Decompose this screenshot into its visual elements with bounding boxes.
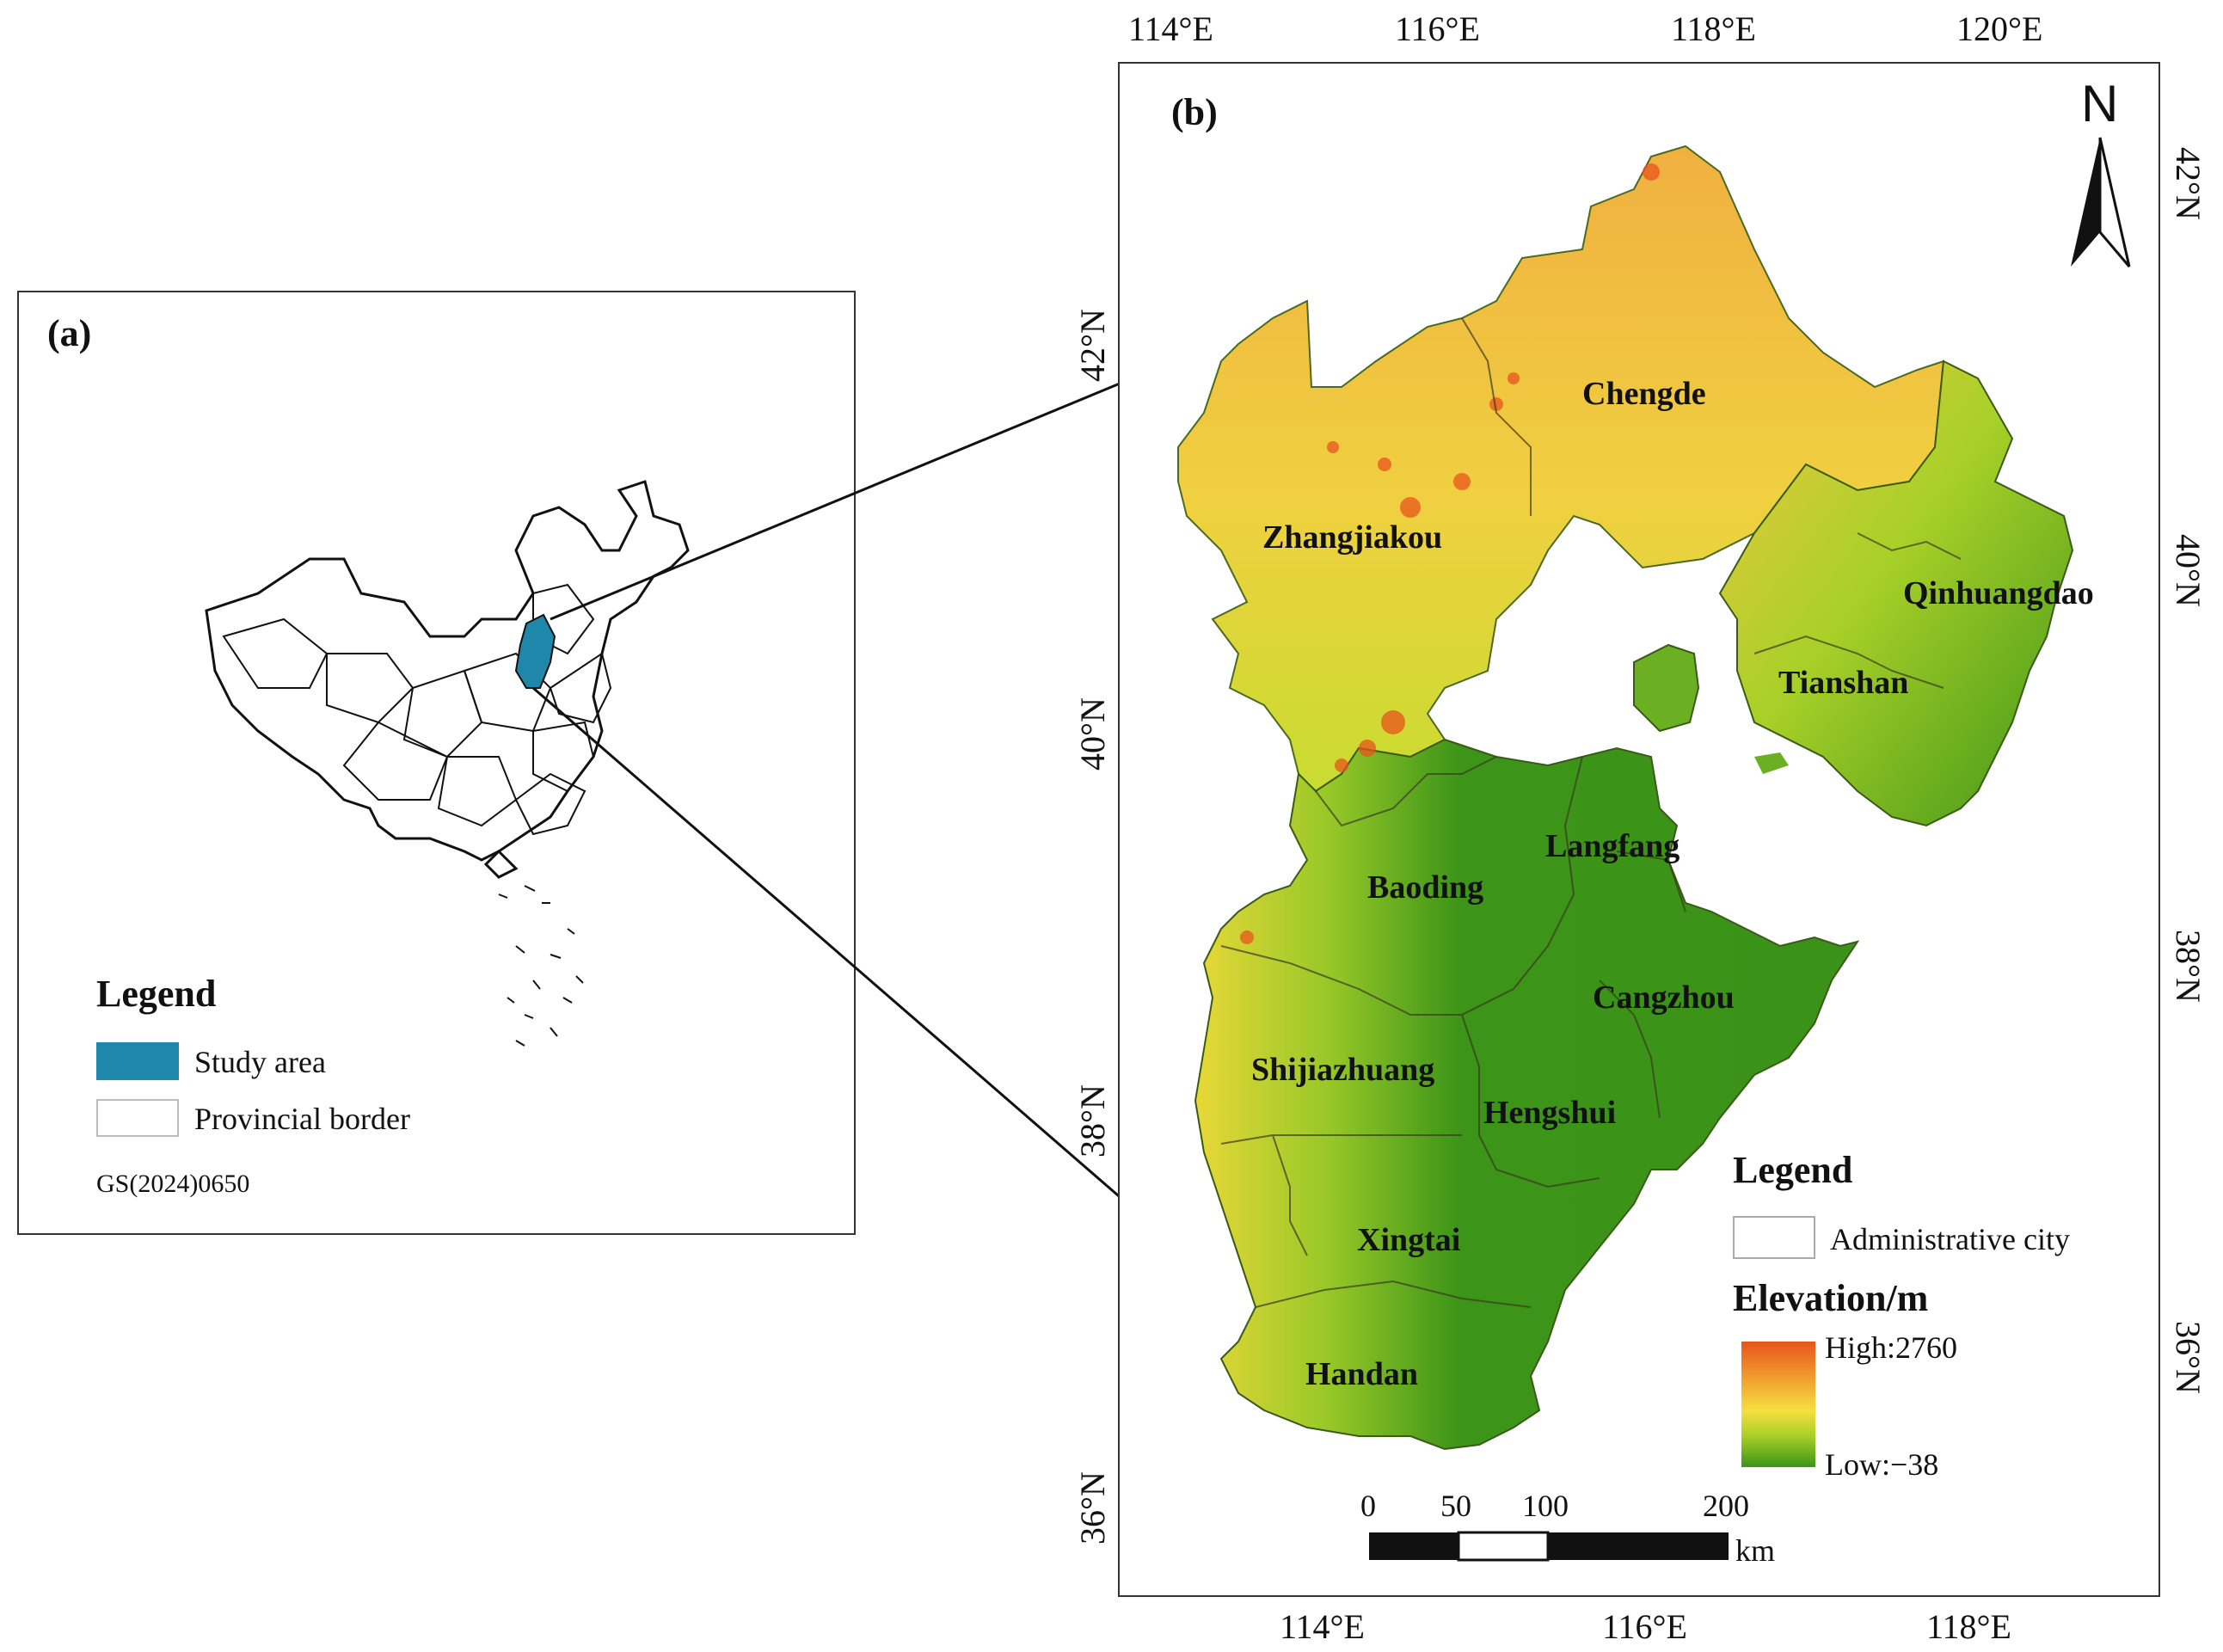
- top-tick-116: 116°E: [1395, 9, 1480, 48]
- panel-b-legend-title: Legend: [1733, 1149, 1853, 1191]
- city-label-tianshan: Tianshan: [1778, 665, 1909, 701]
- right-tick-38: 38°N: [2168, 930, 2208, 1003]
- scale-unit: km: [1735, 1533, 1776, 1568]
- map-review-code: GS(2024)0650: [96, 1170, 250, 1198]
- scale-tick-200: 200: [1703, 1489, 1749, 1523]
- top-tick-118: 118°E: [1671, 9, 1756, 48]
- north-arrow-label: N: [2081, 75, 2119, 132]
- right-tick-42: 42°N: [2168, 147, 2208, 220]
- right-tick-40: 40°N: [2168, 534, 2208, 607]
- left-tick-40: 40°N: [1072, 697, 1112, 771]
- city-label-zhangjiakou: Zhangjiakou: [1262, 519, 1443, 556]
- city-label-baoding: Baoding: [1367, 869, 1484, 906]
- study-area-swatch: [96, 1042, 179, 1080]
- top-tick-120: 120°E: [1956, 9, 2043, 48]
- admin-city-label: Administrative city: [1830, 1222, 2070, 1256]
- scale-tick-50: 50: [1440, 1489, 1471, 1523]
- bottom-tick-116: 116°E: [1602, 1607, 1687, 1646]
- city-label-chengde: Chengde: [1582, 376, 1706, 412]
- study-area-label: Study area: [194, 1045, 326, 1079]
- left-tick-36: 36°N: [1072, 1471, 1112, 1545]
- right-tick-36: 36°N: [2168, 1321, 2208, 1394]
- bottom-tick-118: 118°E: [1926, 1607, 2011, 1646]
- city-label-qinhuangdao: Qinhuangdao: [1903, 575, 2094, 611]
- panel-a-legend-title: Legend: [96, 973, 217, 1015]
- panel-a-frame: [17, 291, 856, 1235]
- elevation-legend-title: Elevation/m: [1733, 1277, 1929, 1319]
- city-label-handan: Handan: [1305, 1356, 1418, 1392]
- elevation-low-label: Low:−38: [1825, 1447, 1939, 1482]
- city-label-shijiazhuang: Shijiazhuang: [1251, 1052, 1435, 1088]
- city-label-cangzhou: Cangzhou: [1593, 980, 1735, 1016]
- provincial-border-swatch: [96, 1099, 179, 1137]
- elevation-high-label: High:2760: [1825, 1330, 1958, 1365]
- panel-a-label: (a): [47, 312, 92, 354]
- provincial-border-label: Provincial border: [194, 1102, 410, 1136]
- admin-city-swatch: [1733, 1216, 1815, 1259]
- panel-b-label: (b): [1171, 91, 1218, 133]
- city-label-langfang: Langfang: [1545, 828, 1680, 864]
- scale-tick-100: 100: [1522, 1489, 1569, 1523]
- city-label-xingtai: Xingtai: [1357, 1222, 1461, 1258]
- top-tick-114: 114°E: [1128, 9, 1213, 48]
- bottom-tick-114: 114°E: [1280, 1607, 1365, 1646]
- city-label-hengshui: Hengshui: [1483, 1095, 1617, 1131]
- left-tick-42: 42°N: [1072, 309, 1112, 382]
- scale-tick-0: 0: [1360, 1489, 1376, 1523]
- left-tick-38: 38°N: [1072, 1084, 1112, 1158]
